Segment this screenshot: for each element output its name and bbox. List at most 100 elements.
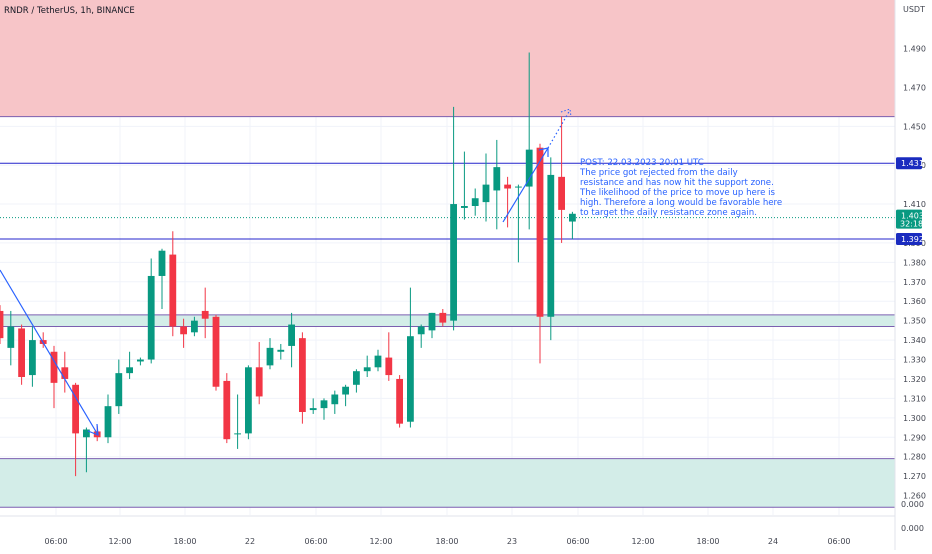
candle-body	[223, 380, 231, 440]
arrow-head	[560, 108, 572, 118]
candle	[212, 314, 220, 391]
candle	[482, 153, 490, 222]
candle-body	[72, 384, 79, 434]
price-tick-label: 1.450	[903, 122, 926, 131]
candle-body	[0, 310, 4, 339]
candle-body	[61, 367, 69, 379]
price-tick-label: 1.270	[903, 472, 926, 481]
price-tick-label: 1.290	[903, 433, 926, 442]
candle-body	[234, 433, 241, 435]
time-tick-label: 06:00	[827, 537, 850, 546]
candle-body	[428, 312, 436, 331]
candle-body	[515, 186, 522, 188]
candle-body	[407, 336, 414, 422]
bar-countdown: 32:18	[900, 220, 923, 229]
price-tick-label: 1.300	[903, 414, 926, 423]
candle	[277, 343, 285, 360]
annotation-line: to target the daily resistance zone agai…	[580, 208, 757, 218]
candle-body	[50, 351, 58, 383]
candle	[180, 318, 187, 348]
candle-body	[363, 367, 371, 372]
candle	[245, 365, 252, 440]
candle-body	[353, 371, 360, 385]
candle-body	[169, 254, 177, 327]
price-tick-label: 1.370	[903, 278, 926, 287]
candle-body	[29, 340, 36, 376]
candle-body	[18, 328, 25, 378]
candle	[309, 398, 317, 414]
candle-body	[342, 386, 349, 395]
up-trend-arrow[interactable]	[502, 147, 549, 223]
candle	[169, 231, 177, 337]
candle	[342, 384, 349, 407]
tag-bg	[896, 233, 922, 246]
volume-tick-label: 0.000	[901, 524, 924, 533]
zones	[0, 0, 895, 508]
currency-label: USDT	[903, 5, 925, 14]
time-tick-label: 12:00	[631, 537, 654, 546]
candle-body	[277, 349, 285, 352]
price-tick-label: 1.320	[903, 375, 926, 384]
annotation-line: resistance and has now hit the support z…	[580, 178, 774, 188]
time-tick-label: 18:00	[173, 537, 196, 546]
price-tick-label: 1.350	[903, 317, 926, 326]
candle	[137, 357, 144, 366]
price-tick-label: 1.330	[903, 356, 926, 365]
candle-body	[115, 373, 123, 407]
price-tick-label: 1.490	[903, 45, 926, 54]
down-trend-arrow[interactable]	[0, 269, 99, 436]
candle	[450, 106, 457, 331]
candle-body	[536, 147, 544, 317]
time-tick-label: 06:00	[304, 537, 327, 546]
projection-dotted	[547, 109, 571, 149]
price-tick-label: 1.410	[903, 200, 926, 209]
candle-body	[396, 378, 403, 424]
candle-body	[569, 213, 576, 222]
annotation-line: high. Therefore a long would be favorabl…	[580, 198, 782, 208]
candle	[504, 176, 511, 228]
candle	[83, 427, 90, 473]
candle	[331, 390, 339, 414]
candle	[320, 398, 328, 420]
zone-rect	[0, 314, 895, 327]
candle-body	[126, 367, 133, 374]
candle	[428, 312, 436, 339]
candle-body	[558, 176, 565, 210]
candle	[29, 326, 36, 387]
tag-text: 1.431	[901, 159, 924, 168]
chart-title: RNDR / TetherUS, 1h, BINANCE	[4, 6, 135, 16]
candle	[471, 188, 479, 216]
candle	[417, 324, 425, 348]
candle	[558, 116, 565, 243]
time-tick-label: 22	[245, 537, 255, 546]
candle	[525, 52, 533, 230]
candle-body	[309, 408, 317, 411]
tag-text: 1.392	[901, 235, 924, 244]
tag-bg	[896, 209, 922, 229]
candle-body	[7, 326, 15, 348]
trend-arrows[interactable]	[0, 108, 572, 436]
candle-body	[191, 320, 198, 333]
candles	[0, 52, 576, 477]
candle	[115, 359, 123, 414]
candle-body	[547, 174, 555, 317]
candle	[407, 287, 414, 428]
candle	[363, 355, 371, 378]
candle	[353, 369, 360, 393]
horizontal-levels[interactable]	[0, 162, 895, 240]
candle-body	[331, 394, 339, 405]
candle	[288, 312, 295, 368]
candle-body	[320, 400, 328, 409]
candle	[255, 342, 263, 405]
candle-body	[147, 275, 155, 360]
annotation-note[interactable]: POST: 22.03.2023 20:01 UTC The price got…	[579, 158, 782, 218]
zone-rect	[0, 0, 895, 117]
candle-body	[158, 250, 166, 276]
time-tick-label: 18:00	[435, 537, 458, 546]
time-axis[interactable]: 06:00 12:00 18:00 22 06:00 12:00 18:00 23 06:00 1…	[0, 515, 895, 546]
last-price-value: 1.403	[901, 212, 924, 221]
candle-body	[245, 367, 252, 434]
